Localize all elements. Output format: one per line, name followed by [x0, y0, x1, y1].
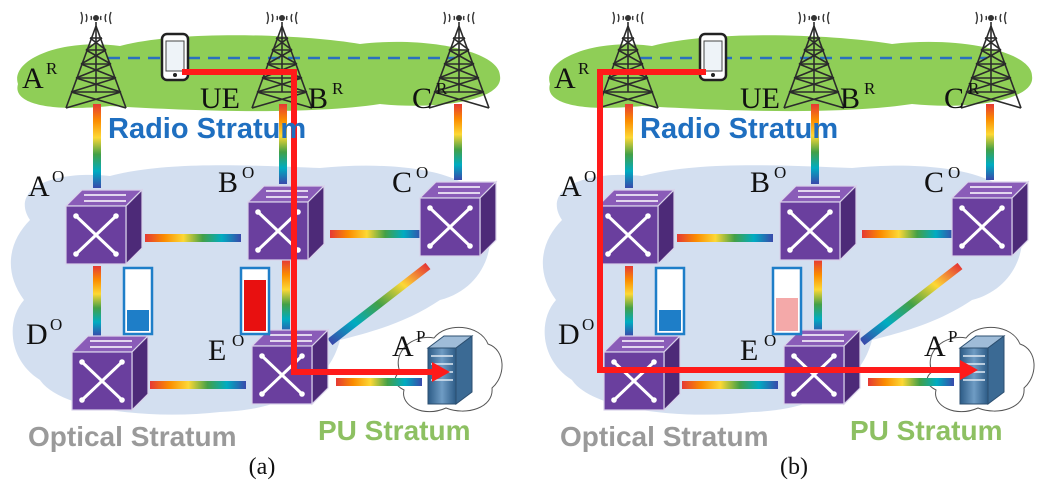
phone-icon: [698, 32, 728, 82]
tower-icon: [960, 11, 1022, 109]
load-indicator-right: [771, 266, 803, 336]
fiber-link: [93, 266, 101, 336]
node-label-AR-sup: R: [578, 59, 590, 78]
node-label-UE: UE: [200, 82, 240, 115]
switch-icon: [950, 180, 1030, 258]
node-label-CR: C: [944, 82, 964, 115]
fiber-link: [625, 266, 633, 336]
node-label-EO: E: [740, 334, 758, 367]
switch-icon: [418, 180, 498, 258]
fiber-link: [145, 234, 241, 242]
node-label-BR-sup: R: [332, 79, 344, 98]
node-label-CO: C: [392, 166, 412, 199]
fiber-link: [282, 260, 290, 334]
lightpath: [182, 69, 440, 375]
fiber-link: [859, 262, 963, 346]
load-indicator-left: [654, 266, 686, 336]
phone-icon: [160, 32, 190, 82]
node-label-DO: D: [558, 318, 580, 351]
node-label-AP-sup: P: [948, 327, 957, 346]
tower-icon: [65, 11, 127, 109]
node-label-AP-sup: P: [416, 327, 425, 346]
optical-stratum-label: Optical Stratum: [560, 421, 768, 452]
node-label-BO: B: [218, 166, 238, 199]
node-label-EO: E: [208, 334, 226, 367]
fiber-link: [330, 230, 422, 238]
switch-icon: [778, 184, 858, 262]
node-label-BR: B: [840, 82, 860, 115]
node-label-CR: C: [412, 82, 432, 115]
pu-stratum-label: PU Stratum: [850, 415, 1002, 446]
fiber-link: [327, 262, 431, 346]
fiber-link: [454, 104, 462, 180]
node-label-CO: C: [924, 166, 944, 199]
node-label-DO: D: [26, 318, 48, 351]
switch-icon: [70, 334, 150, 412]
lightpath-arrowhead: [960, 360, 978, 380]
node-label-AO-sup: O: [52, 167, 64, 186]
node-label-EO-sup: O: [764, 331, 776, 350]
pu-stratum-label: PU Stratum: [318, 415, 470, 446]
node-label-AO-sup: O: [584, 167, 596, 186]
tower-icon: [428, 11, 490, 109]
switch-icon: [250, 328, 330, 406]
fiber-link: [682, 381, 778, 389]
fiber-link: [814, 260, 822, 334]
node-label-AP: A: [392, 330, 414, 363]
fiber-link: [93, 104, 101, 188]
switch-icon: [782, 328, 862, 406]
switch-icon: [246, 184, 326, 262]
tower-icon: [783, 11, 845, 109]
node-label-AO: A: [28, 170, 50, 203]
fiber-link: [986, 104, 994, 180]
node-label-AO: A: [560, 170, 582, 203]
lightpath: [597, 69, 968, 373]
fiber-link: [150, 381, 246, 389]
node-label-DO-sup: O: [50, 315, 62, 334]
fiber-link: [862, 230, 954, 238]
node-label-BO-sup: O: [774, 163, 786, 182]
node-label-AP: A: [924, 330, 946, 363]
radio-cloud: [549, 35, 1033, 112]
fiber-link: [336, 378, 422, 386]
panel-caption: (b): [780, 454, 808, 480]
node-label-CO-sup: O: [416, 163, 428, 182]
fiber-link: [868, 378, 954, 386]
node-label-AR: A: [22, 62, 44, 95]
fiber-link: [811, 104, 819, 184]
radio-stratum-label: Radio Stratum: [640, 113, 838, 145]
node-label-CO-sup: O: [948, 163, 960, 182]
lightpath-arrowhead: [432, 362, 450, 382]
node-label-BR: B: [308, 82, 328, 115]
node-label-AR: A: [554, 62, 576, 95]
node-label-CR-sup: R: [436, 79, 448, 98]
fiber-link: [279, 104, 287, 184]
switch-icon: [596, 188, 676, 266]
load-indicator-right: [239, 266, 271, 336]
switch-icon: [64, 188, 144, 266]
node-label-EO-sup: O: [232, 331, 244, 350]
node-label-BO: B: [750, 166, 770, 199]
node-label-AR-sup: R: [46, 59, 58, 78]
node-label-CR-sup: R: [968, 79, 980, 98]
node-label-DO-sup: O: [582, 315, 594, 334]
tower-icon: [251, 11, 313, 109]
fiber-link: [677, 234, 773, 242]
radio-stratum-label: Radio Stratum: [108, 113, 306, 145]
optical-stratum-label: Optical Stratum: [28, 421, 236, 452]
fiber-link: [625, 104, 633, 188]
node-label-UE: UE: [740, 82, 780, 115]
load-indicator-left: [122, 266, 154, 336]
panel-caption: (a): [249, 454, 276, 480]
node-label-BO-sup: O: [242, 163, 254, 182]
tower-icon: [597, 11, 659, 109]
node-label-BR-sup: R: [864, 79, 876, 98]
